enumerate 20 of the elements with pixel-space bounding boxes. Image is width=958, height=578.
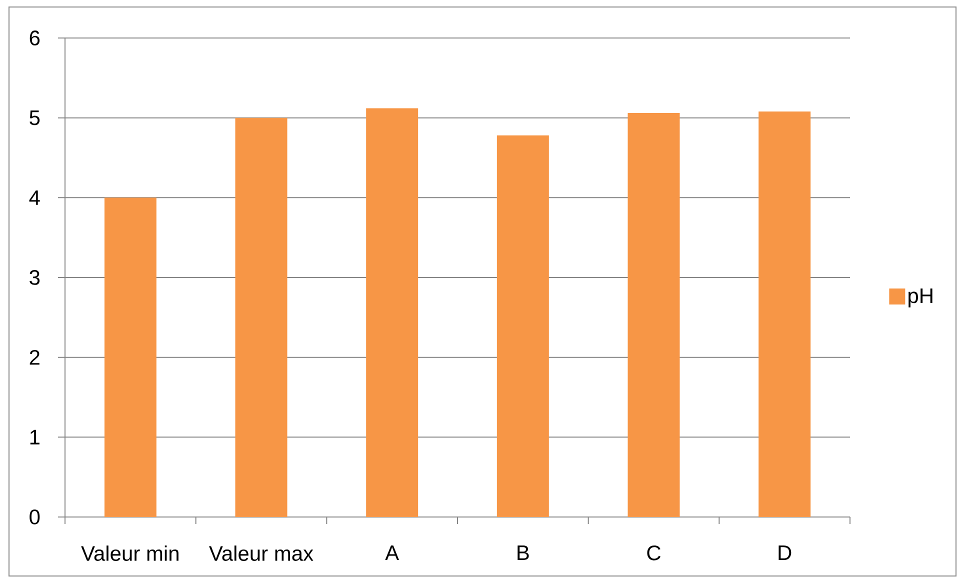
y-tick-label: 6 [30, 30, 40, 46]
y-tick-label: 2 [30, 350, 40, 365]
y-tick-label: 3 [30, 270, 40, 285]
x-tick-label: C [647, 546, 661, 560]
bar [496, 135, 549, 517]
y-tick-label: 1 [30, 430, 40, 444]
y-tick-label: 0 [30, 510, 40, 524]
x-tick-label: B [518, 546, 529, 560]
x-tick-label: A [385, 546, 400, 560]
bar [104, 198, 156, 517]
bar [628, 113, 680, 517]
y-tick-label: 5 [30, 110, 40, 126]
x-tick-label: Valeur max [209, 546, 314, 561]
x-tick-label: Valeur min [81, 546, 178, 561]
bar [235, 118, 288, 517]
x-tick-label: D [778, 546, 792, 560]
bar [366, 108, 418, 517]
legend-label: pH [908, 288, 932, 308]
bar [758, 111, 811, 517]
y-tick-label: 4 [29, 190, 40, 205]
